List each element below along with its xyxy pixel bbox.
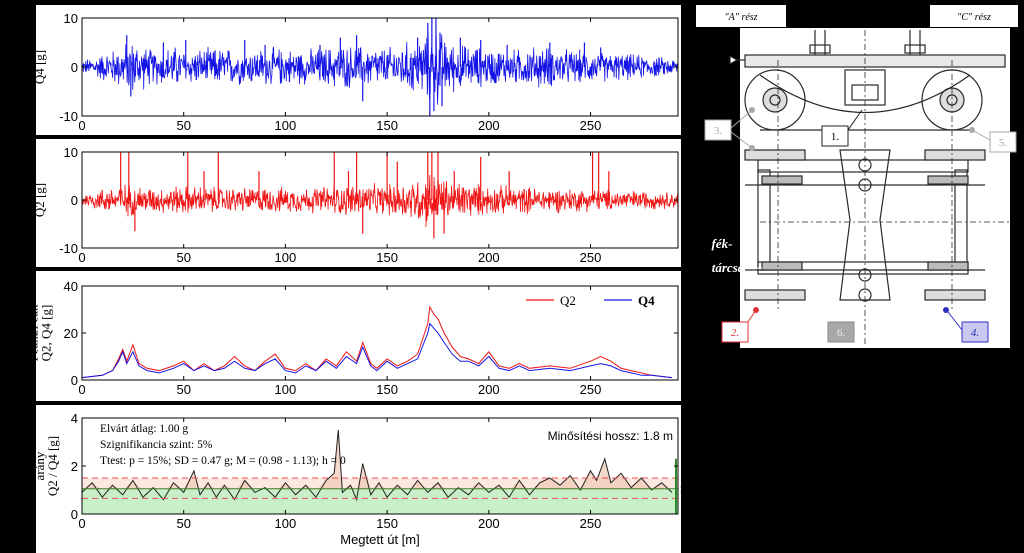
chart-ratio: 1.05 (átlag)Elvárt átlag: 1.00 gSzignifi… [19,405,730,553]
marker-4 [961,321,989,343]
panel-background [36,271,681,401]
x-tick-label: 150 [376,382,398,397]
marker-4-label: 4. [971,327,979,339]
excess-area [82,430,672,490]
marker-3-label: 3. [714,125,723,137]
marker-3 [704,119,732,141]
x-tick-label: 150 [376,250,398,265]
y-tick-label: 20 [64,326,78,341]
x-tick-label: 200 [478,516,500,531]
x-tick-label: 0 [78,516,85,531]
y-axis-label: Q2 / Q4 [g] [45,436,60,496]
brake-disc-label-line1: fék- [712,236,733,251]
section-a-box [696,5,786,27]
y-tick-label: 40 [64,279,78,294]
annotation-1: Szignifikancia szint: 5% [100,439,213,451]
marker-1-label: 1. [831,131,840,143]
x-tick-label: 50 [176,382,190,397]
x-tick-label: 250 [580,382,602,397]
section-a-label: "A" rész [724,12,757,23]
marker-2 [721,321,749,343]
marker-1 [821,125,849,147]
x-tick-label: 100 [275,250,297,265]
brake-disc-label-line2: tárcsa [712,260,745,275]
x-tick-label: 200 [478,118,500,133]
x-tick-label: 0 [78,250,85,265]
annotation-0: Elvárt átlag: 1.00 g [100,423,188,435]
bogie-diagram: "A" rész "C" rész [695,0,1024,553]
x-axis-label: Megtett út [m] [340,532,419,547]
y-axis-label: Q2 [g] [32,183,47,217]
y-axis-label: Q4 [g] [32,50,47,84]
x-tick-label: 50 [176,118,190,133]
annotation-qualification-length: Minősítési hossz: 1.8 m [548,429,673,443]
signal-trace [81,30,679,105]
series-line-ratio [81,429,673,502]
y-tick-label: 4 [71,411,78,426]
y-axis-label: Peak2Peak [19,437,34,495]
y-tick-label: 0 [71,193,78,208]
y-tick-label: -10 [59,109,78,124]
x-tick-label: 0 [78,382,85,397]
series-line-Q4 [81,322,672,379]
x-tick-label: 150 [376,118,398,133]
y-axis-label: Peak2Peak [26,304,41,362]
x-tick-label: 100 [275,516,297,531]
y-axis-label: Q2, Q4 [g] [39,305,54,362]
y-tick-label: 10 [64,11,78,26]
marker-6-label: 6. [837,327,846,339]
legend-label-Q2: Q2 [560,293,576,308]
marker-2-label: 2. [731,327,739,339]
section-c-label: "C" rész [957,12,991,23]
y-tick-label: 2 [71,459,78,474]
y-tick-label: 0 [71,60,78,75]
y-axis-label: arány [32,451,47,480]
x-tick-label: 250 [580,516,602,531]
y-tick-label: 0 [71,507,78,522]
y-tick-label: 10 [64,145,78,160]
x-tick-label: 200 [478,382,500,397]
marker-6 [827,321,855,343]
x-tick-label: 150 [376,516,398,531]
x-tick-label: 200 [478,250,500,265]
expected-band [82,490,678,514]
y-tick-label: -10 [59,241,78,256]
x-tick-label: 100 [275,118,297,133]
x-tick-label: 100 [275,382,297,397]
legend-label-Q4: Q4 [638,293,655,308]
series-line-Q2 [81,305,672,379]
x-tick-label: 250 [580,118,602,133]
x-tick-label: 50 [176,250,190,265]
annotation-2: Ttest: p = 15%; SD = 0.47 g; M = (0.98 -… [100,455,346,467]
x-tick-label: 250 [580,250,602,265]
section-c-box [930,5,1018,27]
marker-5-label: 5. [999,137,1008,149]
x-tick-label: 50 [176,516,190,531]
y-tick-label: 0 [71,373,78,388]
marker-5 [989,131,1017,153]
x-tick-label: 0 [78,118,85,133]
signal-trace [81,174,679,228]
